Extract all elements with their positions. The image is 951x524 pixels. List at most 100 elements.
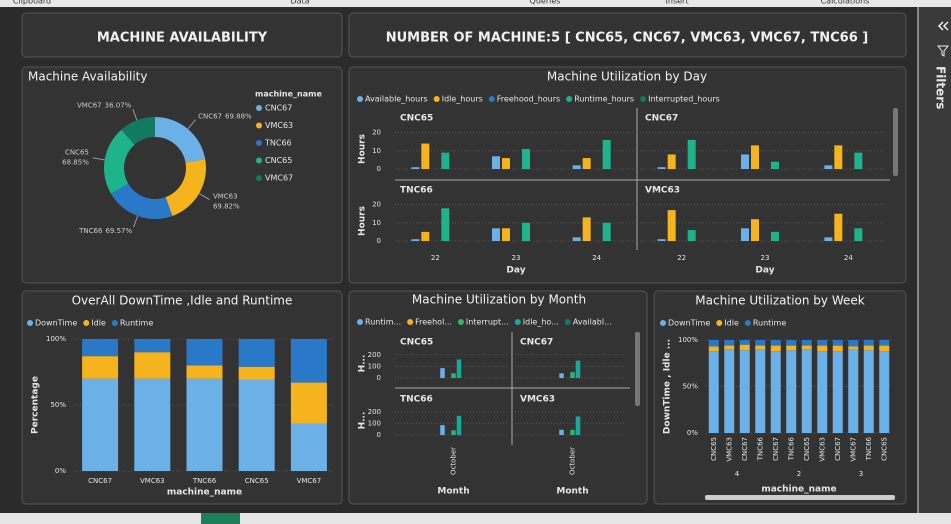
legend-marker [357, 96, 363, 102]
bar-segment [848, 346, 859, 350]
x-axis-title: Month [556, 487, 588, 497]
bar [572, 165, 581, 169]
donut-slice [110, 183, 173, 220]
bar [854, 228, 863, 241]
bar [559, 429, 564, 435]
data-label-value: 69.57% [105, 227, 132, 235]
x-tick-label: VMC67 [849, 437, 857, 462]
ribbon-label: Clipboard [13, 0, 51, 6]
bar-segment [739, 344, 750, 351]
bar-segment [817, 340, 828, 346]
bar-segment [290, 382, 327, 424]
y-tick-label: 100% [678, 336, 698, 344]
card [21, 12, 343, 58]
panel-title: VMC63 [520, 395, 555, 405]
x-axis-title: Day [506, 266, 525, 276]
x-tick-label: VMC63 [140, 477, 165, 485]
x-group-label: 4 [735, 470, 740, 478]
bar [657, 239, 666, 241]
x-tick-label: CNC65 [710, 437, 718, 461]
x-tick-label: TNC66 [787, 436, 795, 461]
bar [751, 145, 759, 169]
legend-label: Idle [91, 319, 106, 328]
bar [575, 360, 581, 378]
donut-slice [165, 159, 206, 216]
bar-segment [134, 339, 171, 353]
bar [492, 228, 500, 241]
bar-segment [724, 345, 735, 350]
y-tick-label: 0% [55, 467, 66, 475]
bar-segment [82, 356, 119, 379]
ribbon [0, 0, 951, 7]
ribbon-label: Insert [666, 0, 689, 6]
bar [421, 143, 430, 169]
legend-marker [111, 320, 118, 326]
legend-label: Runtime_hours [574, 95, 634, 104]
bar [834, 213, 843, 241]
bar-segment [801, 345, 812, 350]
panel-title: CNC65 [400, 114, 433, 124]
panel-title: CNC67 [520, 338, 553, 348]
bar-segment [186, 339, 223, 366]
legend-marker [256, 140, 262, 146]
y-tick-label: 0 [377, 237, 381, 245]
x-axis-title: machine_name [761, 485, 836, 495]
data-label: VMC63 69.82% [213, 193, 240, 211]
bar-segment [832, 345, 843, 352]
panel [21, 66, 343, 284]
panel-title: CNC65 [400, 338, 433, 348]
bar [854, 152, 863, 169]
legend-marker [488, 96, 495, 102]
bar-segment [832, 351, 843, 433]
bar-segment [755, 349, 766, 433]
legend-label: Freehol... [415, 318, 452, 327]
x-group-label: 2 [797, 470, 801, 478]
bar-segment [724, 340, 735, 346]
panel-title: CNC67 [645, 114, 678, 124]
bar-segment [863, 340, 874, 346]
filter-pane[interactable] [918, 7, 951, 513]
y-tick-label: 0 [377, 374, 381, 382]
bar-segment [290, 423, 327, 471]
bar [741, 154, 749, 169]
legend-marker [514, 319, 521, 325]
bar-segment [879, 345, 890, 352]
legend-marker [407, 319, 414, 325]
bar-segment [186, 378, 223, 471]
legend-marker [256, 122, 262, 129]
bar [824, 237, 833, 241]
bar-segment [238, 339, 275, 367]
bar-segment [724, 349, 735, 433]
bar-segment [879, 340, 890, 346]
legend-marker [433, 96, 440, 102]
bar [667, 210, 676, 241]
collapse-icon[interactable] [937, 21, 949, 31]
x-tick-label: CNC65 [803, 437, 811, 461]
data-label-category: VMC67 [77, 101, 102, 109]
y-axis-title: H... [358, 412, 368, 430]
bar-segment [186, 365, 223, 379]
bar-segment [290, 339, 327, 383]
bar [411, 167, 420, 169]
bar-segment [134, 378, 171, 471]
y-tick-label: 0% [687, 429, 698, 437]
page-tab[interactable] [201, 513, 240, 524]
bar [451, 430, 456, 435]
legend-label: DownTime [35, 319, 77, 328]
data-label-category: CNC67 [198, 113, 222, 121]
legend-label: Interrupt... [466, 318, 509, 327]
scrollbar[interactable] [893, 108, 898, 176]
bar [559, 373, 564, 378]
panel [348, 66, 907, 284]
x-tick-label: 23 [512, 254, 521, 262]
x-tick-label: CNC67 [772, 437, 780, 461]
ribbon-label: Data [290, 0, 309, 6]
scrollbar[interactable] [635, 332, 640, 406]
scrollbar[interactable] [705, 495, 895, 500]
data-label: VMC67 36.07% [77, 101, 132, 109]
card-title: NUMBER OF MACHINE:5 [ CNC65, CNC67, VMC6… [386, 31, 868, 46]
x-tick-label: October [450, 447, 458, 475]
card [348, 12, 907, 58]
bar [602, 222, 611, 241]
